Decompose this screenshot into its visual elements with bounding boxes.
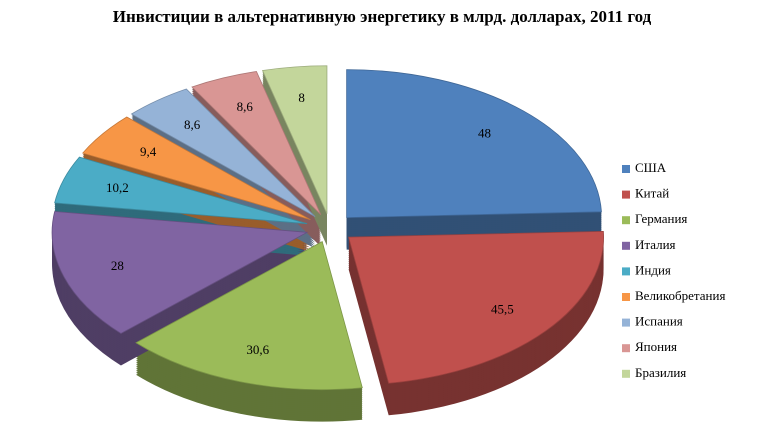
legend-label: Великобретания — [635, 288, 725, 303]
legend-label: Япония — [635, 339, 677, 354]
chart-title: Инвистиции в альтернативную энергетику в… — [113, 7, 652, 26]
legend-swatch — [622, 216, 630, 225]
legend-swatch — [622, 267, 630, 276]
legend-swatch — [622, 241, 630, 250]
pie-slice — [261, 65, 328, 214]
data-label: 45,5 — [491, 301, 514, 316]
legend-label: Китай — [635, 186, 669, 201]
legend-label: Испания — [635, 314, 683, 329]
data-label: 8,6 — [237, 99, 254, 114]
legend-swatch — [622, 190, 630, 199]
legend-label: США — [635, 160, 667, 175]
pie-slice — [191, 71, 322, 215]
pie-slice — [346, 69, 602, 219]
data-label: 48 — [478, 125, 491, 140]
legend-swatch — [622, 293, 630, 301]
legend-swatch — [622, 344, 630, 353]
data-label: 10,2 — [106, 180, 129, 195]
data-label: 8,6 — [184, 117, 201, 132]
data-label: 30,6 — [246, 342, 269, 357]
legend-swatch — [622, 318, 630, 327]
legend-label: Бразилия — [635, 365, 686, 380]
pie-slice — [130, 88, 316, 218]
legend-swatch — [622, 369, 630, 378]
legend-label: Индия — [635, 262, 671, 277]
pie-slice — [81, 116, 311, 221]
pie-slice — [54, 156, 308, 225]
data-label: 28 — [111, 258, 124, 273]
legend-label: Италия — [635, 237, 676, 252]
data-label: 8 — [298, 90, 305, 105]
legend-label: Германия — [635, 211, 687, 226]
pie-slice — [135, 241, 363, 391]
pie-slice — [348, 230, 604, 384]
data-label: 9,4 — [140, 144, 157, 159]
legend-swatch — [622, 165, 630, 173]
pie-slice — [51, 211, 309, 334]
